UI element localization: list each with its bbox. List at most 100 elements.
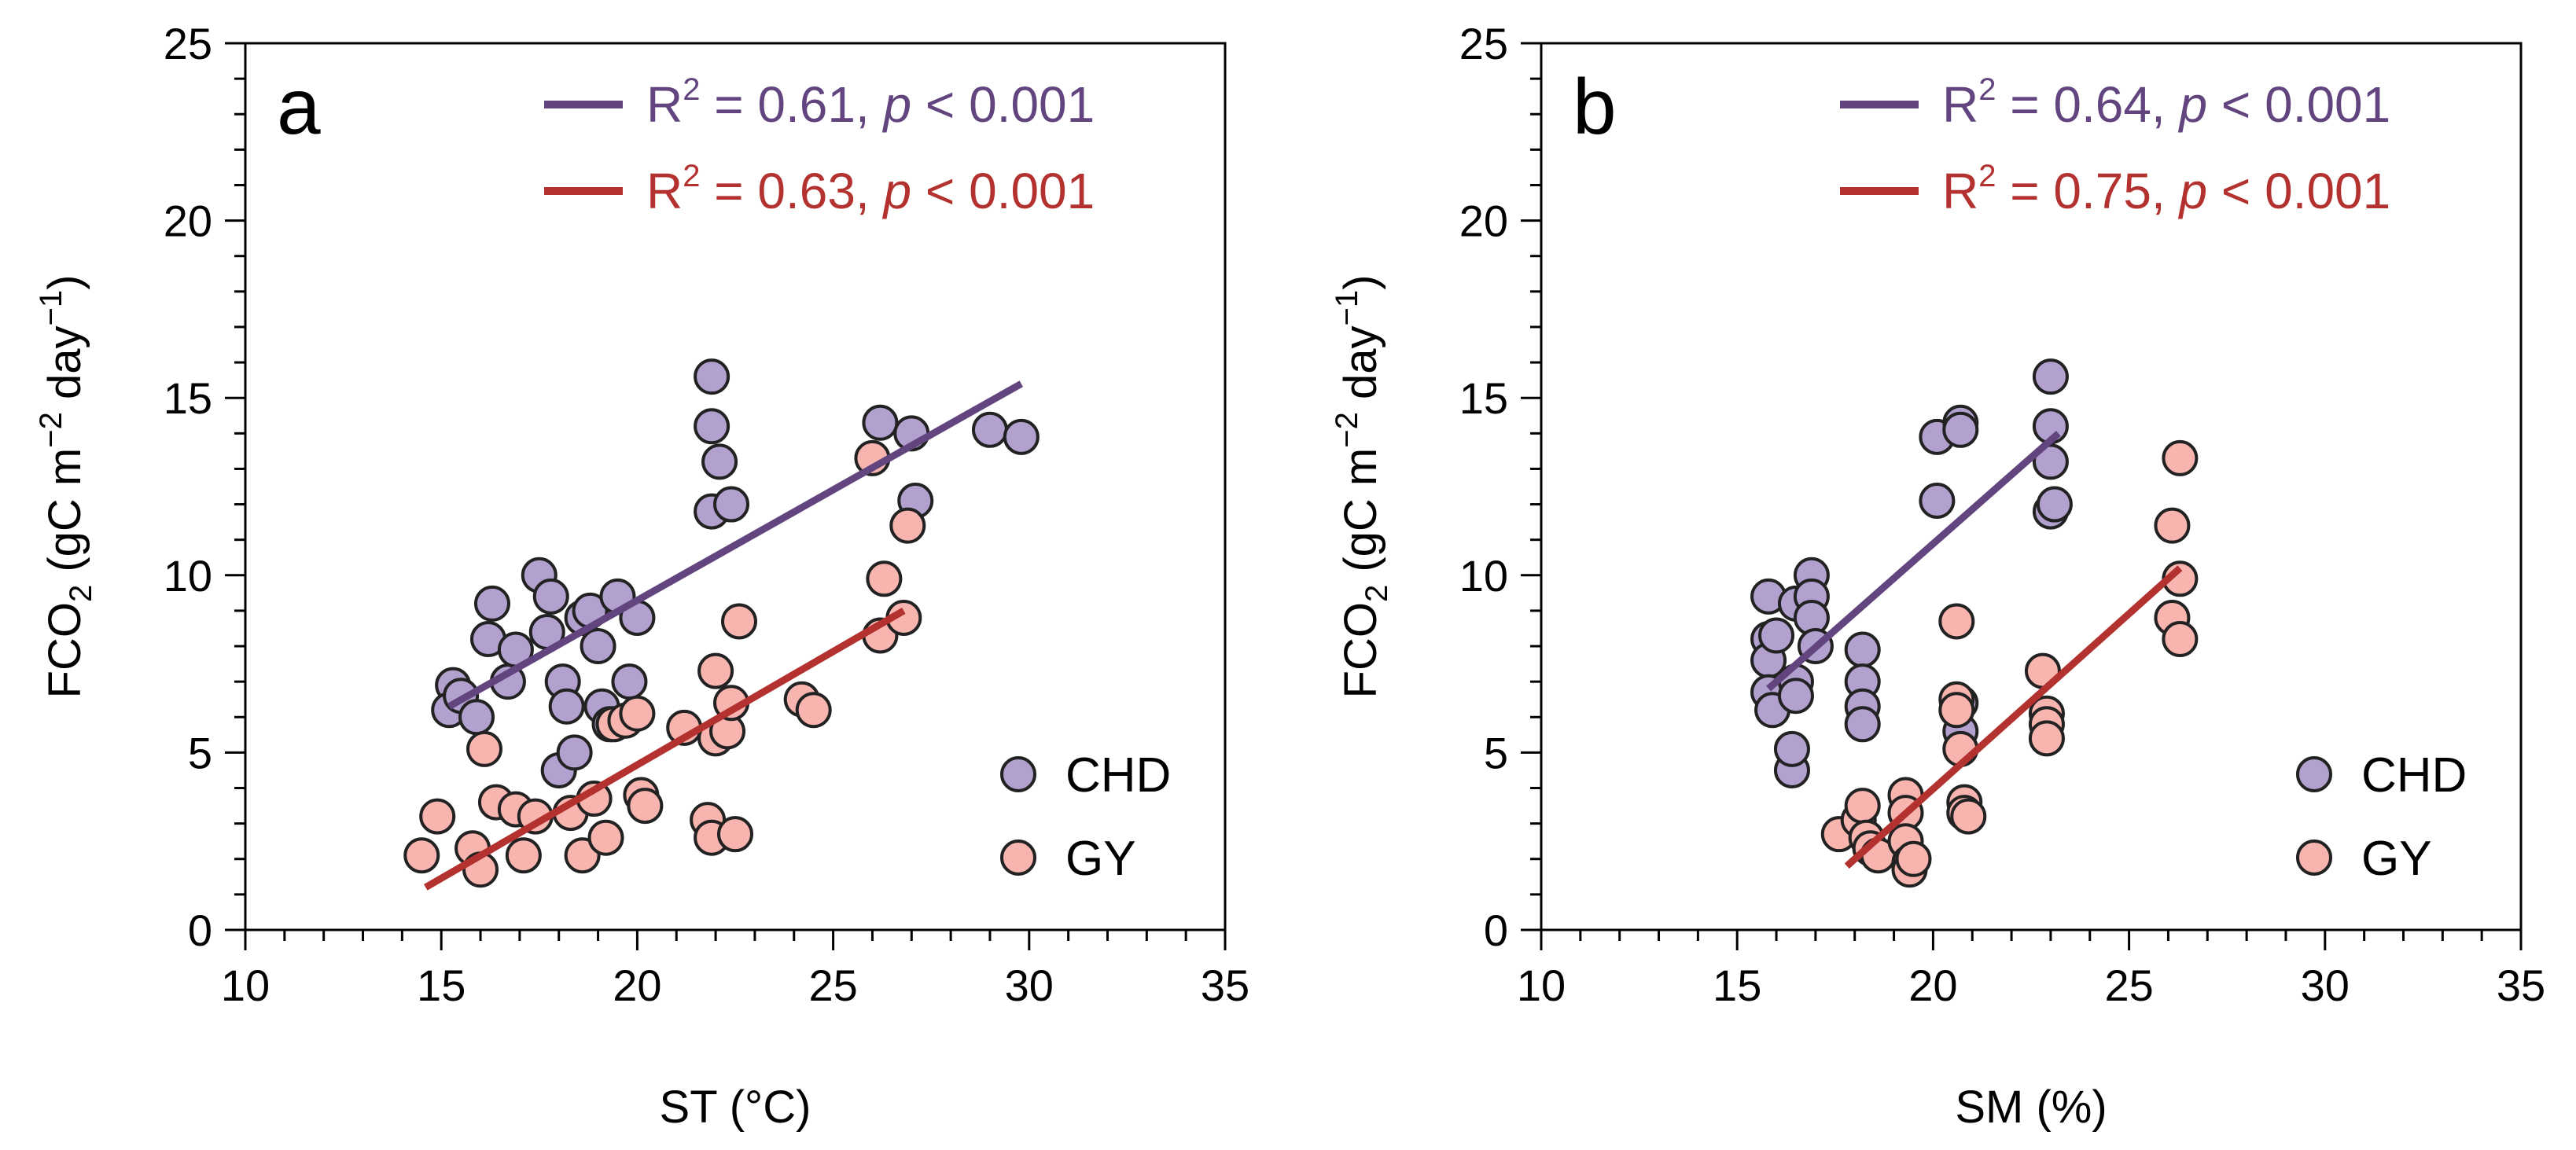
x-axis-title: ST (°C) (660, 1082, 811, 1133)
data-point-gy (1950, 798, 1987, 835)
x-tick-label: 35 (1201, 961, 1249, 1010)
data-point-chd (1773, 730, 1810, 767)
x-tick-label: 10 (1517, 961, 1566, 1010)
panel-label: a (277, 63, 321, 151)
y-tick-label: 20 (1459, 197, 1508, 246)
data-point-gy (717, 816, 753, 853)
x-tick-label: 30 (1005, 961, 1054, 1010)
data-point-chd (1777, 678, 1814, 715)
data-point-gy (720, 603, 757, 640)
data-point-chd (2036, 486, 2073, 523)
r2-superscript: 2 (683, 72, 700, 107)
data-point-gy (466, 730, 503, 767)
regression-line-gy (1844, 565, 2183, 869)
legend-label-chd: CHD (2361, 748, 2467, 803)
y-title-subscript: 2 (64, 585, 98, 602)
p-label: p (2178, 76, 2208, 133)
data-point-gy (1938, 692, 1975, 729)
regression-line-chd (447, 380, 1024, 710)
data-point-chd (1844, 631, 1881, 668)
legend-marker-chd (1000, 756, 1036, 792)
data-point-chd (1844, 706, 1881, 743)
y-title-superscript: −1 (34, 290, 68, 326)
data-point-gy (1895, 840, 1932, 877)
data-point-chd (532, 578, 569, 615)
r2-label: R (1942, 76, 1978, 133)
panel-label: b (1573, 63, 1617, 151)
data-point-gy (627, 788, 664, 825)
y-axis-title: FCO2 (gC m−2 day−1) (1330, 275, 1394, 699)
x-axis-title: SM (%) (1955, 1082, 2107, 1133)
plot-frame (244, 42, 1227, 931)
data-point-chd (548, 688, 585, 725)
y-tick-label: 10 (164, 551, 212, 601)
p-label: p (882, 76, 912, 133)
y-title-unit: day (1335, 326, 1386, 413)
y-title-unit: ) (1335, 275, 1386, 290)
data-point-chd (2032, 443, 2069, 480)
p-label: p (882, 163, 912, 219)
r2-label: R (646, 163, 683, 219)
p-value: < 0.001 (911, 76, 1095, 133)
p-value: < 0.001 (911, 163, 1095, 219)
data-point-gy (2162, 439, 2199, 476)
y-title-unit: (gC m (39, 448, 90, 585)
data-point-gy (1938, 603, 1975, 640)
y-title-unit: day (39, 326, 90, 413)
x-tick-label: 15 (1713, 961, 1761, 1010)
regression-line-gy (424, 608, 906, 891)
plot-frame (1540, 42, 2523, 931)
x-tick-label: 20 (1908, 961, 1957, 1010)
x-tick-label: 25 (808, 961, 857, 1010)
y-title-unit: (gC m (1335, 448, 1386, 585)
r2-value: = 0.61, (700, 76, 883, 133)
y-tick-label: 5 (188, 728, 212, 777)
series-gy (403, 439, 926, 888)
data-point-gy (889, 507, 926, 544)
r2-superscript: 2 (683, 159, 700, 193)
data-point-chd (713, 486, 750, 523)
r2-label: R (646, 76, 683, 133)
data-point-gy (419, 798, 456, 835)
legend-marker-gy (2296, 840, 2332, 876)
y-title-main: FCO (1335, 602, 1386, 698)
legend-label-gy: GY (1065, 832, 1136, 886)
p-label: p (2178, 163, 2208, 219)
fit-stat-chd: R2 = 0.61, p < 0.001 (646, 72, 1095, 133)
y-tick-label: 15 (164, 373, 212, 423)
x-tick-label: 35 (2497, 961, 2545, 1010)
y-title-superscript: −2 (1330, 412, 1364, 448)
data-point-chd (1942, 411, 1979, 448)
data-point-gy (505, 837, 542, 874)
legend-label-chd: CHD (1065, 748, 1171, 803)
r2-label: R (1942, 163, 1978, 219)
r2-superscript: 2 (1978, 72, 1996, 107)
data-point-chd (694, 358, 730, 395)
y-tick-label: 10 (1459, 551, 1508, 601)
y-tick-label: 0 (1484, 906, 1508, 955)
y-title-unit: ) (39, 275, 90, 290)
data-point-chd (611, 663, 648, 700)
r2-value: = 0.75, (1996, 163, 2179, 219)
legend-marker-chd (2296, 756, 2332, 792)
data-point-chd (694, 408, 730, 445)
data-point-chd (971, 411, 1008, 448)
data-point-chd (458, 699, 495, 736)
data-point-gy (2162, 621, 2199, 658)
x-tick-label: 15 (417, 961, 466, 1010)
regression-line-chd (1766, 430, 2061, 692)
data-point-gy (2154, 507, 2191, 544)
data-point-gy (619, 695, 656, 732)
x-tick-label: 25 (2104, 961, 2153, 1010)
y-tick-label: 15 (1459, 373, 1508, 423)
data-point-gy (866, 560, 903, 597)
series-chd (1750, 358, 2073, 788)
data-point-gy (2028, 720, 2065, 757)
r2-value: = 0.63, (700, 163, 883, 219)
x-tick-label: 10 (221, 961, 270, 1010)
data-point-chd (1003, 418, 1040, 455)
data-point-gy (403, 837, 440, 874)
data-point-chd (2032, 358, 2069, 395)
